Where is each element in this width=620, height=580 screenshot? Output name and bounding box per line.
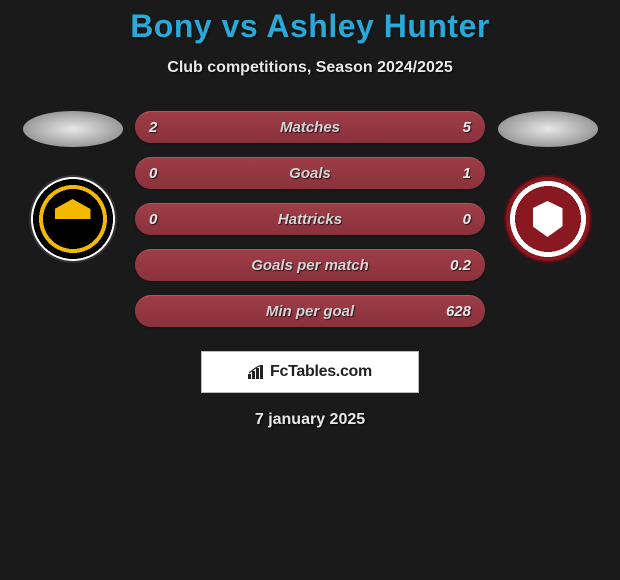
- stat-left-value: 0: [149, 165, 179, 182]
- stat-label: Matches: [280, 119, 340, 136]
- right-player-col: [495, 111, 600, 263]
- stat-row: 0 Goals 1: [135, 157, 485, 189]
- stat-row: Min per goal 628: [135, 295, 485, 327]
- stat-label: Hattricks: [278, 211, 342, 228]
- brand-text: FcTables.com: [270, 363, 372, 381]
- chart-icon: [248, 365, 266, 379]
- stats-column: 2 Matches 5 0 Goals 1 0 Hattricks 0 Goal…: [135, 111, 485, 327]
- page-title: Bony vs Ashley Hunter: [130, 8, 490, 45]
- page-subtitle: Club competitions, Season 2024/2025: [167, 59, 452, 77]
- date-label: 7 january 2025: [255, 411, 365, 429]
- stat-row: 2 Matches 5: [135, 111, 485, 143]
- stat-right-value: 1: [441, 165, 471, 182]
- stat-label: Goals per match: [251, 257, 369, 274]
- stat-left-value: 0: [149, 211, 179, 228]
- stat-right-value: 0: [441, 211, 471, 228]
- brand-watermark[interactable]: FcTables.com: [201, 351, 419, 393]
- stat-row: 0 Hattricks 0: [135, 203, 485, 235]
- left-player-col: [20, 111, 125, 263]
- comparison-card: Bony vs Ashley Hunter Club competitions,…: [0, 0, 620, 429]
- stat-label: Min per goal: [266, 303, 354, 320]
- stat-row: Goals per match 0.2: [135, 249, 485, 281]
- stat-label: Goals: [289, 165, 331, 182]
- player-photo-placeholder-left: [23, 111, 123, 147]
- club-crest-right: [504, 175, 592, 263]
- player-photo-placeholder-right: [498, 111, 598, 147]
- club-crest-left: [29, 175, 117, 263]
- stat-right-value: 5: [441, 119, 471, 136]
- main-row: 2 Matches 5 0 Goals 1 0 Hattricks 0 Goal…: [0, 111, 620, 327]
- stat-right-value: 0.2: [441, 257, 471, 274]
- stat-left-value: 2: [149, 119, 179, 136]
- stat-right-value: 628: [441, 303, 471, 320]
